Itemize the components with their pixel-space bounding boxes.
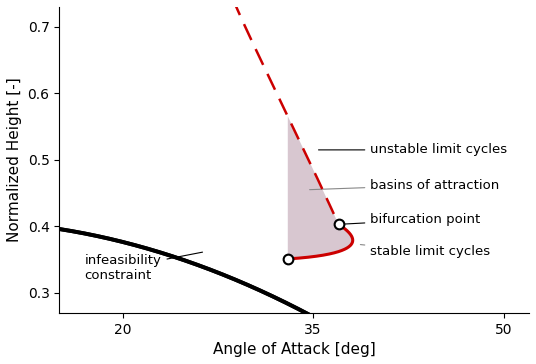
Y-axis label: Normalized Height [-]: Normalized Height [-] (7, 78, 22, 242)
Text: basins of attraction: basins of attraction (310, 179, 500, 191)
Text: stable limit cycles: stable limit cycles (360, 245, 490, 258)
Text: infeasibility
constraint: infeasibility constraint (85, 252, 203, 282)
Text: unstable limit cycles: unstable limit cycles (318, 143, 508, 157)
Polygon shape (288, 116, 353, 259)
X-axis label: Angle of Attack [deg]: Angle of Attack [deg] (213, 342, 376, 357)
Text: bifurcation point: bifurcation point (341, 213, 481, 226)
